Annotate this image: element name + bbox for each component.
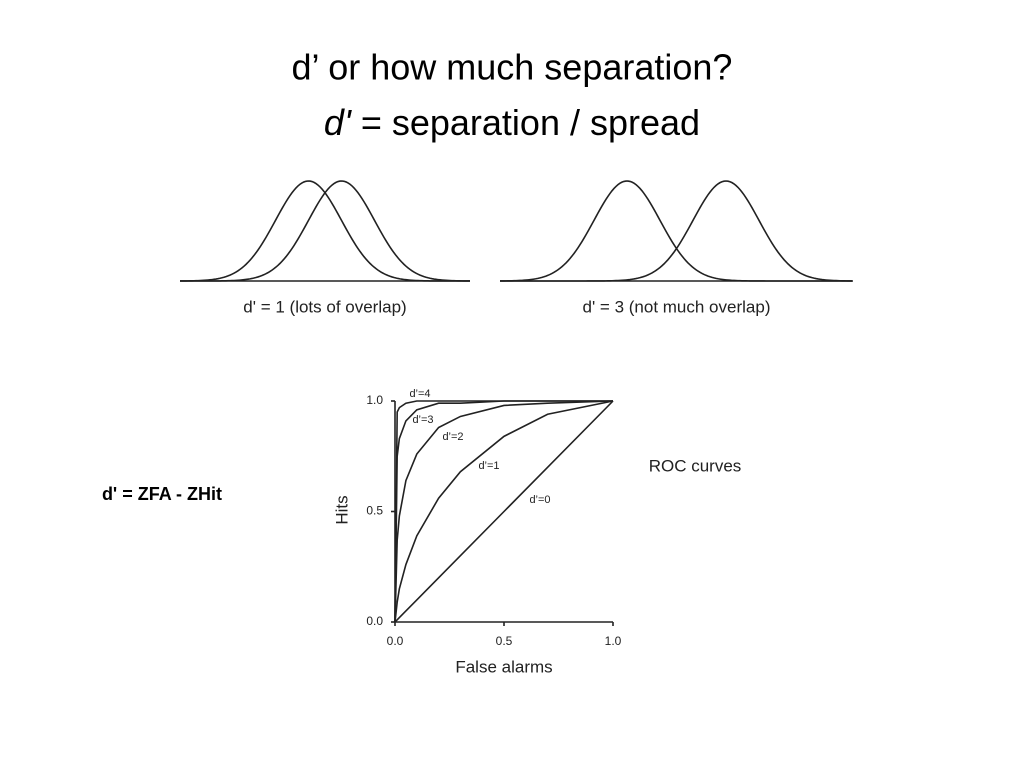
caption: d' = 3 (not much overlap) (583, 297, 771, 316)
formula: d' = ZFA - ZHit (102, 484, 222, 504)
roc-curve (394, 400, 613, 623)
curve-label: d’=0 (529, 494, 550, 506)
y-tick-label: 0.5 (366, 504, 383, 518)
distribution-curve (179, 180, 470, 282)
subtitle-symbol: d' (324, 102, 352, 143)
x-tick-label: 1.0 (605, 634, 622, 648)
distribution-curve (499, 180, 852, 282)
roc-curve (394, 400, 614, 623)
curve-label: d’=3 (412, 414, 433, 426)
roc-curve (394, 400, 614, 623)
roc-curve (394, 400, 614, 623)
caption: d' = 1 (lots of overlap) (243, 297, 406, 316)
slide-subtitle: d' = separation / spread (324, 102, 700, 143)
y-axis-label: Hits (332, 495, 351, 524)
x-tick-label: 0.5 (496, 634, 513, 648)
curve-label: d’=2 (442, 431, 463, 443)
slide-title: d’ or how much separation? (292, 47, 733, 88)
subtitle-text: = separation / spread (361, 102, 700, 143)
x-axis-label: False alarms (455, 657, 552, 676)
annotation: ROC curves (649, 456, 742, 475)
y-tick-label: 0.0 (366, 614, 383, 628)
distribution-curve (500, 180, 853, 282)
y-tick-label: 1.0 (366, 393, 383, 407)
x-tick-label: 0.0 (387, 634, 404, 648)
curve-label: d’=4 (409, 388, 430, 400)
curve-label: d’=1 (478, 460, 499, 472)
distribution-curve (180, 180, 471, 282)
